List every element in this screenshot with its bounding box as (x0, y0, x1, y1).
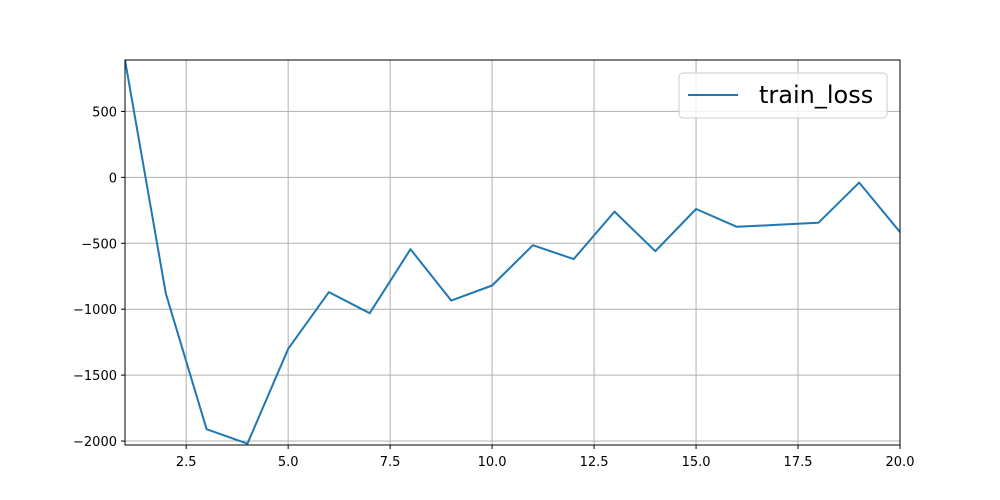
y-tick-label: −500 (81, 237, 117, 252)
legend-box (678, 72, 888, 119)
plot-frame (124, 59, 901, 446)
x-tick-label: 5.0 (278, 455, 299, 470)
y-tick-label: −1000 (73, 303, 117, 318)
x-tick-label: 10.0 (478, 455, 507, 470)
axis-ticks: 2.5 5.0 7.5 10.0 12.5 15.0 17.5 20.0 500 0 −500 −10… (73, 105, 914, 470)
x-tick-label: 15.0 (682, 455, 711, 470)
x-tick-label: 7.5 (380, 455, 401, 470)
plot-background (125, 60, 900, 445)
legend: train_loss (678, 72, 888, 119)
x-tick-label: 20.0 (886, 455, 915, 470)
series-layer (125, 60, 900, 445)
legend-label: train_loss (759, 81, 873, 109)
y-tick-label: −1500 (73, 369, 117, 384)
x-tick-label: 17.5 (784, 455, 813, 470)
x-tick-label: 12.5 (580, 455, 609, 470)
y-tick-label: −2000 (73, 435, 117, 450)
y-tick-label: 0 (109, 171, 117, 186)
x-tick-label: 2.5 (176, 455, 197, 470)
y-tick-label: 500 (92, 105, 117, 120)
series-line-train-loss (125, 60, 900, 445)
